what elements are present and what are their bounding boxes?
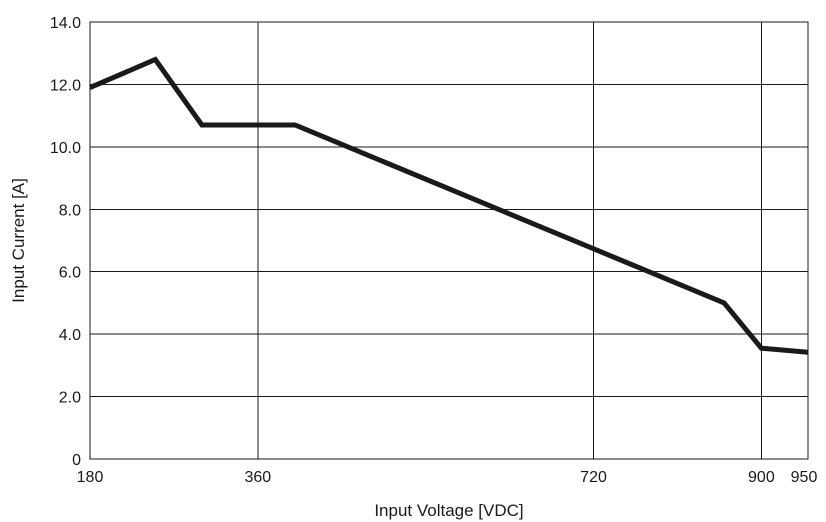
- y-tick-label: 10.0: [50, 140, 81, 157]
- grid: [90, 22, 808, 459]
- x-tick-label: 900: [748, 469, 775, 486]
- series-layer: [89, 56, 809, 355]
- x-tick-label: 950: [791, 469, 818, 486]
- y-tick-label: 8.0: [59, 202, 81, 219]
- y-tick-label: 6.0: [59, 265, 81, 282]
- y-axis-title: Input Current [A]: [9, 178, 28, 303]
- y-axis-ticks: 0 2.0 4.0 6.0 8.0 10.0 12.0 14.0: [50, 15, 81, 469]
- x-tick-label: 720: [580, 469, 607, 486]
- y-tick-label: 0: [72, 452, 81, 469]
- plot-frame: [89, 21, 809, 460]
- y-tick-label: 14.0: [50, 15, 81, 32]
- y-tick-label: 12.0: [50, 77, 81, 94]
- x-tick-label: 180: [77, 469, 104, 486]
- x-axis-ticks: 180 360 720 900 950: [77, 469, 818, 486]
- y-tick-label: 4.0: [59, 327, 81, 344]
- x-tick-label: 360: [244, 469, 271, 486]
- series-line: [89, 56, 809, 355]
- y-tick-label: 2.0: [59, 390, 81, 407]
- x-axis-title: Input Voltage [VDC]: [374, 501, 523, 520]
